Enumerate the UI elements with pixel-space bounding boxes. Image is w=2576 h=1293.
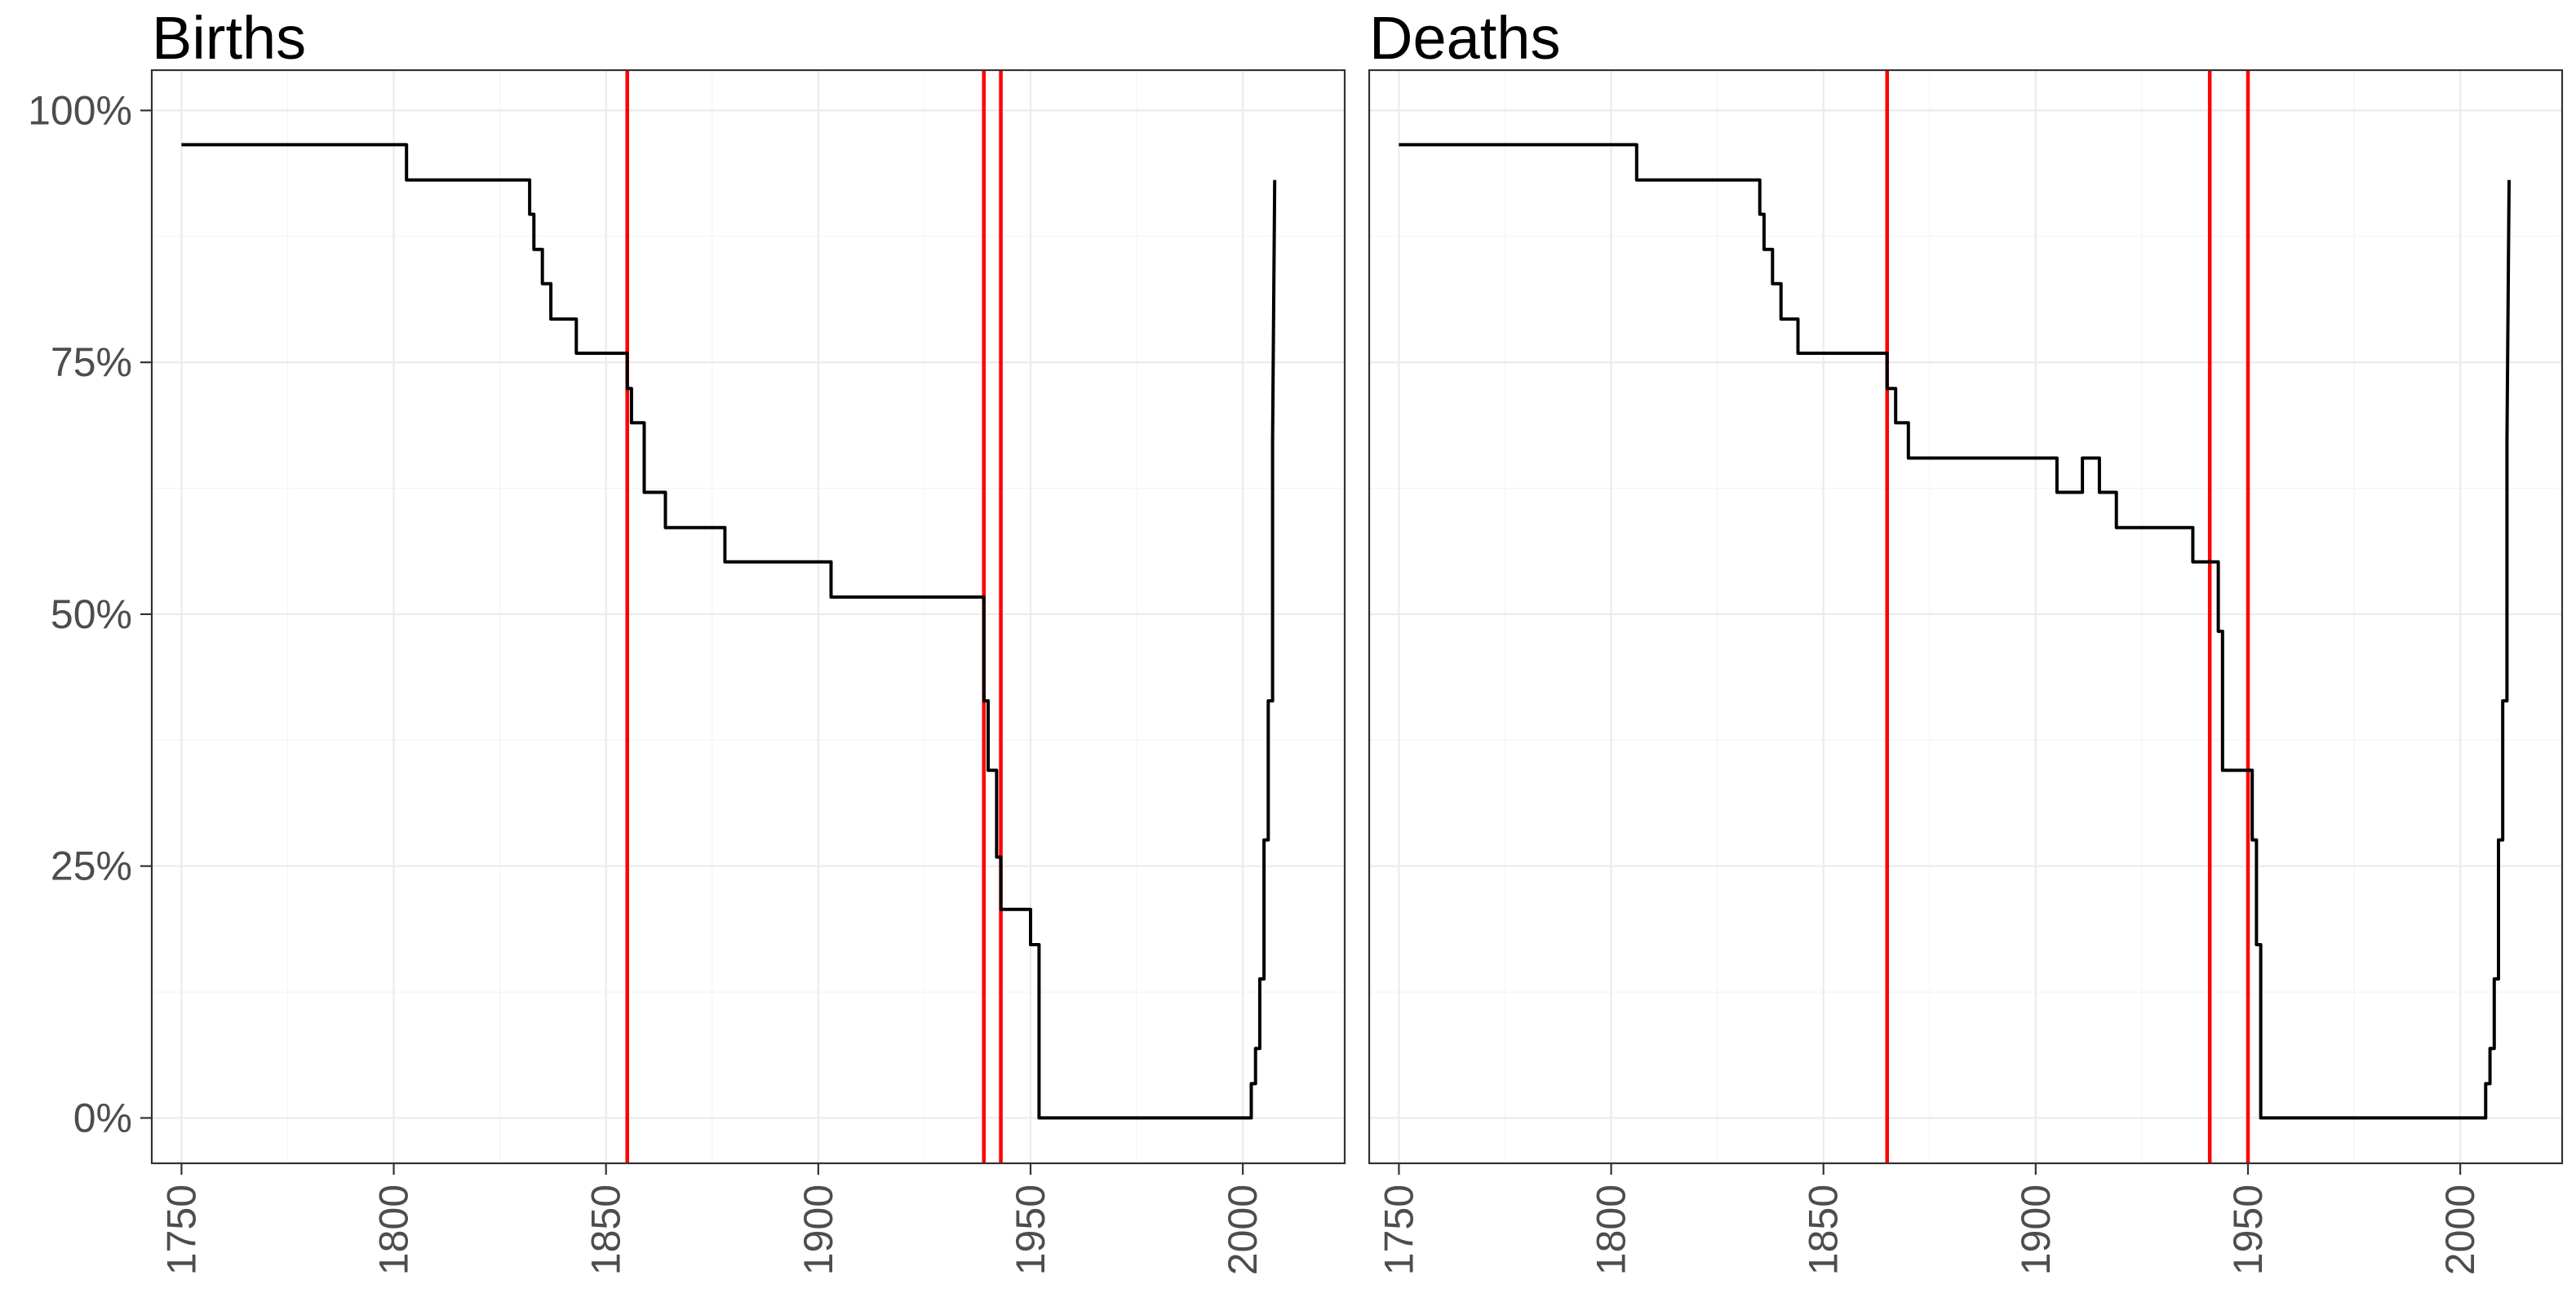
x-tick-label: 2000 — [1220, 1185, 1266, 1275]
y-tick-label: 50% — [51, 591, 132, 637]
panel-deaths: 1750 1800 1850 1900 1950 2000 Deaths — [1368, 4, 2564, 1275]
x-tick-label: 1750 — [1376, 1185, 1421, 1275]
y-tick-label: 75% — [51, 339, 132, 385]
x-tick-label: 1950 — [2225, 1185, 2271, 1275]
panel-births: 1750 1800 1850 1900 1950 2000 0% 25% 50% 75% 100% B… — [28, 4, 1346, 1275]
x-tick-label: 1750 — [158, 1185, 204, 1275]
y-tick-label: 25% — [51, 844, 132, 889]
y-tick-label: 0% — [73, 1095, 132, 1140]
x-tick-label: 2000 — [2437, 1185, 2483, 1275]
x-tick-label: 1850 — [583, 1185, 629, 1275]
x-tick-label: 1850 — [1801, 1185, 1847, 1275]
x-tick-label: 1900 — [2013, 1185, 2059, 1275]
panel-border — [1368, 69, 2564, 1165]
panel-title-deaths: Deaths — [1369, 4, 1560, 72]
x-tick-label: 1950 — [1008, 1185, 1053, 1275]
panel-title-births: Births — [152, 4, 306, 72]
x-tick-label: 1800 — [371, 1185, 417, 1275]
y-tick-label: 100% — [28, 87, 132, 133]
series-line — [181, 143, 1277, 1120]
x-tick-label: 1800 — [1589, 1185, 1634, 1275]
series-line — [1399, 143, 2511, 1120]
x-tick-label: 1900 — [796, 1185, 841, 1275]
panel-border — [150, 69, 1346, 1165]
